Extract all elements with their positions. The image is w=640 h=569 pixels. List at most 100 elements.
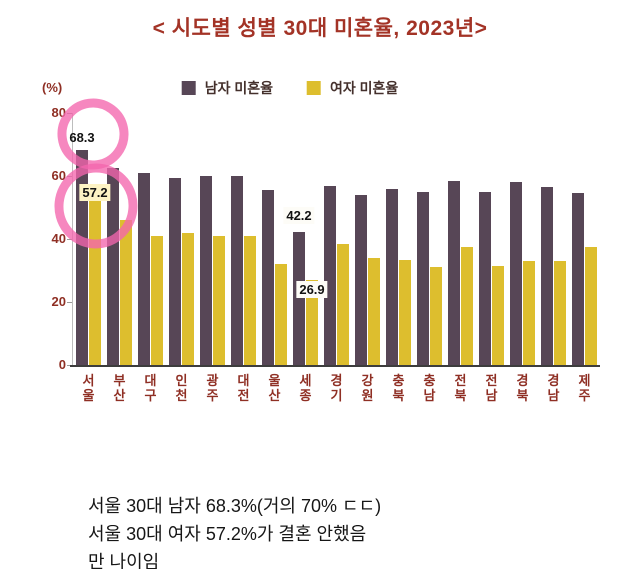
bar-male	[324, 185, 336, 365]
bar-group: 경 기	[321, 113, 352, 403]
bar-male	[169, 177, 181, 365]
bar-pair	[324, 113, 349, 365]
bar-group: 강 원	[352, 113, 383, 403]
x-axis-line	[70, 365, 600, 367]
chart-title: < 시도별 성별 30대 미혼율, 2023년>	[152, 17, 488, 40]
bar-female	[337, 243, 349, 365]
bar-female	[244, 235, 256, 365]
y-axis-unit-label: (%)	[42, 80, 63, 95]
bar-male	[231, 176, 243, 365]
bar-female	[492, 265, 504, 365]
bar-pair: 42.2 26.9	[283, 113, 328, 365]
bar-female	[585, 246, 597, 365]
caption-line-3: 만 나이임	[88, 552, 160, 569]
bar-female	[368, 257, 380, 365]
bar-pair	[169, 113, 194, 365]
bar-group: 울 산	[259, 113, 290, 403]
bar-female	[213, 235, 225, 365]
bar-male	[293, 232, 305, 365]
bar-male	[138, 172, 150, 365]
bar-male	[76, 149, 88, 365]
bar-male	[510, 182, 522, 365]
bar-male	[200, 176, 212, 365]
bar-group: 광 주	[197, 113, 228, 403]
bar-male	[572, 193, 584, 365]
bar-male	[355, 194, 367, 365]
caption-line-1: 서울 30대 남자 68.3%(거의 70% ㄷㄷ)	[88, 496, 382, 516]
x-axis-label: 서 울	[82, 373, 95, 403]
x-axis-label: 부 산	[113, 373, 126, 403]
x-axis-label: 충 북	[392, 373, 405, 403]
x-axis-label: 인 천	[175, 373, 188, 403]
bar-male	[541, 187, 553, 365]
bar-group: 충 북	[383, 113, 414, 403]
x-axis-label: 대 구	[144, 373, 157, 403]
legend: 남자 미혼율 여자 미혼율	[181, 78, 398, 98]
bar-group: 제 주	[569, 113, 600, 403]
bar-female	[306, 280, 318, 365]
caption-line-2: 서울 30대 여자 57.2%가 결혼 안했음	[88, 524, 367, 544]
bar-male	[386, 188, 398, 365]
bar-pair	[510, 113, 535, 365]
bar-group: 인 천	[166, 113, 197, 403]
bar-pair	[417, 113, 442, 365]
bar-pair	[448, 113, 473, 365]
bar-female	[461, 246, 473, 365]
plot-area: 68.3 57.2 서 울 부 산 대 구 인 천 광 주 대 전 울 산 42.2 26.9 세 종…	[69, 113, 600, 434]
x-axis-label: 전 남	[485, 373, 498, 403]
x-axis-label: 경 북	[516, 373, 529, 403]
bar-pair	[386, 113, 411, 365]
bar-female	[182, 232, 194, 365]
bar-group: 대 전	[228, 113, 259, 403]
caption-text: 서울 30대 남자 68.3%(거의 70% ㄷㄷ) 서울 30대 여자 57.…	[88, 492, 381, 569]
bar-male	[262, 190, 274, 365]
bar-group: 경 남	[538, 113, 569, 403]
data-label: 26.9	[296, 281, 328, 299]
bar-female	[275, 264, 287, 365]
y-tickmark	[67, 302, 72, 303]
bar-pair	[107, 113, 132, 365]
y-tickmark	[67, 365, 72, 366]
bar-pair	[262, 113, 287, 365]
bar-pair	[479, 113, 504, 365]
bar-group: 대 구	[135, 113, 166, 403]
bar-group: 충 남	[414, 113, 445, 403]
x-axis-label: 광 주	[206, 373, 219, 403]
legend-swatch-female	[307, 81, 321, 95]
x-axis-label: 경 기	[330, 373, 343, 403]
bar-pair	[541, 113, 566, 365]
y-tick-label: 0	[58, 357, 66, 372]
bar-female	[151, 235, 163, 365]
x-axis-label: 경 남	[547, 373, 560, 403]
x-axis-label: 제 주	[578, 373, 591, 403]
bar-female	[89, 184, 101, 365]
bar-pair	[138, 113, 163, 365]
y-tick-label: 40	[51, 231, 66, 246]
data-label: 42.2	[283, 207, 315, 225]
bar-group: 전 남	[476, 113, 507, 403]
bar-pair: 68.3 57.2	[69, 113, 111, 365]
bar-group: 68.3 57.2 서 울	[69, 113, 111, 403]
bar-chart: 남자 미혼율 여자 미혼율 (%) 0 20 40 60 80 68.3 57.2 서 울 부…	[40, 72, 600, 434]
bar-pair	[231, 113, 256, 365]
bar-pair	[572, 113, 597, 365]
x-axis-label: 전 북	[454, 373, 467, 403]
bar-pair	[355, 113, 380, 365]
bar-pair	[200, 113, 225, 365]
bar-female	[554, 261, 566, 365]
legend-item-male: 남자 미혼율	[181, 78, 273, 98]
legend-label-female: 여자 미혼율	[330, 80, 399, 96]
legend-item-female: 여자 미혼율	[307, 78, 398, 98]
legend-label-male: 남자 미혼율	[204, 80, 273, 96]
bar-group: 부 산	[104, 113, 135, 403]
x-axis-label: 울 산	[268, 373, 281, 403]
bar-female	[523, 261, 535, 365]
bar-female	[120, 220, 132, 365]
bar-male	[448, 180, 460, 365]
bar-male	[479, 191, 491, 365]
x-axis-label: 세 종	[299, 373, 312, 403]
bar-group: 42.2 26.9 세 종	[283, 113, 328, 403]
x-axis-label: 강 원	[361, 373, 374, 403]
legend-swatch-male	[181, 81, 196, 95]
bar-group: 전 북	[445, 113, 476, 403]
